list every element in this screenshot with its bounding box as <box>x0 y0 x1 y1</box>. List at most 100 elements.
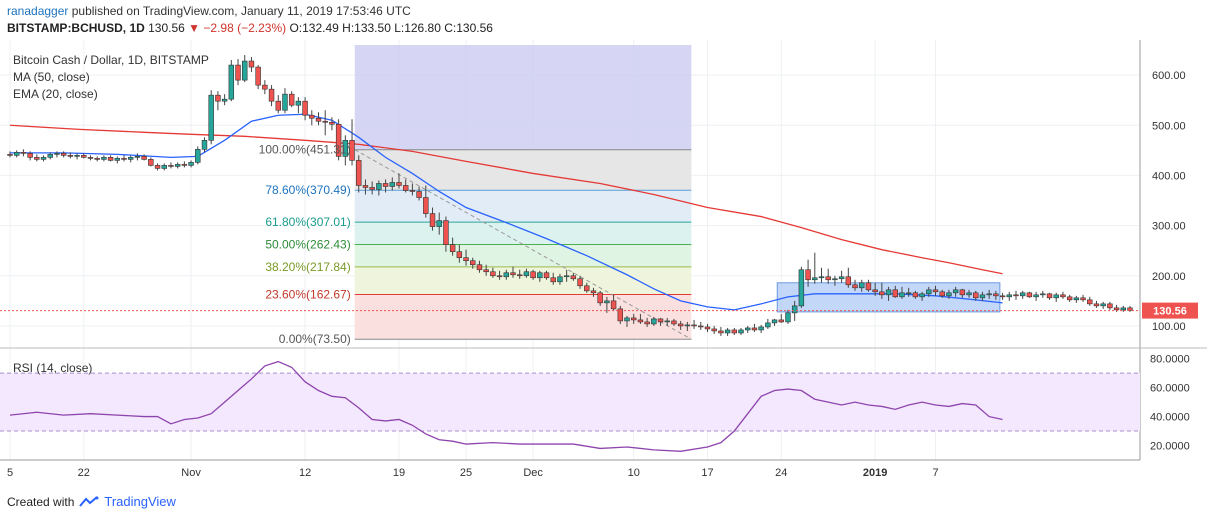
candle-body <box>1006 294 1012 298</box>
time-tick-label: Nov <box>181 467 201 479</box>
candle <box>463 249 469 266</box>
candle-body <box>449 244 456 252</box>
candle <box>812 252 818 284</box>
candle <box>107 155 114 162</box>
date-range-highlight <box>354 45 692 150</box>
candle-body <box>1120 307 1127 311</box>
candle-body <box>409 190 416 192</box>
candle <box>429 207 436 231</box>
candle-body <box>537 272 543 279</box>
fib-level-label: 100.00%(451.31) <box>259 143 351 157</box>
candle <box>168 162 174 169</box>
candle <box>369 181 375 195</box>
candle-body <box>993 293 999 297</box>
candle-body <box>624 317 630 322</box>
candle-body <box>758 326 764 331</box>
candle <box>919 291 925 301</box>
candle <box>718 326 724 336</box>
fib-level-label: 50.00%(262.43) <box>265 237 350 251</box>
candle-body <box>905 292 912 295</box>
candle-body <box>959 289 966 296</box>
candle <box>1093 300 1100 308</box>
candle <box>1107 301 1113 310</box>
candle-body <box>852 284 858 289</box>
rsi-title: RSI (14, close) <box>13 361 92 375</box>
candle-body <box>188 162 194 166</box>
price-change: ▼ −2.98 (−2.23%) <box>188 21 287 35</box>
candle-body <box>952 289 959 294</box>
candle <box>40 155 47 162</box>
candle <box>309 110 315 126</box>
candle <box>1033 291 1039 301</box>
candle-body <box>1080 297 1086 301</box>
candle-body <box>168 165 174 167</box>
candle-body <box>255 66 261 86</box>
candle <box>912 290 919 299</box>
candle <box>597 290 603 306</box>
candle <box>657 317 664 326</box>
last-price: 130.56 <box>148 21 185 35</box>
candle-body <box>302 100 308 116</box>
candle <box>389 177 395 191</box>
candle-body <box>1093 303 1100 307</box>
candle-body <box>1100 303 1106 307</box>
candle-body <box>1113 307 1120 311</box>
candle <box>1066 294 1073 302</box>
candle <box>704 323 711 332</box>
candle-body <box>946 292 952 297</box>
candle <box>845 267 852 288</box>
candle <box>550 272 556 285</box>
candle <box>27 151 33 161</box>
candle <box>798 266 805 308</box>
candle <box>181 161 188 168</box>
candle-body <box>74 155 80 157</box>
rsi-tick-label: 20.0000 <box>1150 441 1190 453</box>
candle-body <box>557 276 563 283</box>
candle <box>952 286 959 297</box>
candle-body <box>87 157 94 159</box>
candle-body <box>1053 294 1059 299</box>
candle-body <box>456 251 463 259</box>
fib-trend-line <box>354 149 692 340</box>
candle <box>443 216 449 252</box>
candle-body <box>121 158 127 160</box>
candle <box>959 288 966 298</box>
candle <box>174 162 181 169</box>
candle-body <box>570 275 577 280</box>
last-price-marker <box>1142 302 1198 319</box>
rsi-tick-label: 40.0000 <box>1150 412 1190 424</box>
candle <box>496 270 503 280</box>
candle <box>751 323 758 332</box>
candle-body <box>161 165 167 169</box>
candle <box>905 287 912 297</box>
candle-body <box>879 291 885 296</box>
candle <box>577 275 583 289</box>
candle-body <box>563 275 570 278</box>
candle-body <box>356 160 362 186</box>
candle <box>148 157 154 167</box>
candle <box>926 286 932 297</box>
fib-zone <box>354 294 692 340</box>
candle-body <box>329 121 335 125</box>
candle <box>523 268 530 278</box>
candle-body <box>242 60 248 81</box>
candle <box>376 180 382 196</box>
candle <box>778 313 784 323</box>
candle <box>134 153 141 161</box>
candle-body <box>724 329 731 334</box>
candle-body <box>523 271 530 277</box>
candle <box>121 155 127 162</box>
candle-body <box>248 60 255 68</box>
tradingview-brand[interactable]: TradingView <box>104 494 176 509</box>
candle <box>282 88 288 114</box>
author-name[interactable]: ranadagger <box>7 4 69 18</box>
candle <box>1006 291 1012 301</box>
candle <box>637 313 644 324</box>
fib-zone <box>354 266 692 295</box>
candle <box>1013 290 1019 300</box>
candle-body <box>885 289 892 296</box>
candle-body <box>483 269 489 273</box>
candle-body <box>657 318 664 323</box>
candle <box>242 55 248 83</box>
